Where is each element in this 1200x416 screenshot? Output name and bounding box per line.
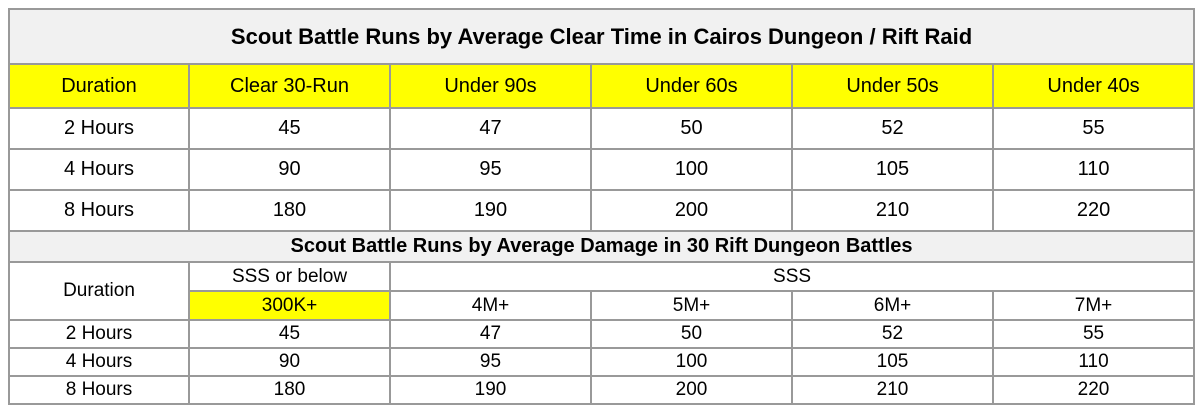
column-header-under-50s: Under 50s: [791, 63, 994, 109]
value-cell: 55: [991, 107, 1196, 150]
duration-cell: 8 Hours: [8, 189, 190, 232]
subcolumn-header-7m: 7M+: [991, 290, 1196, 321]
column-header-under-40s: Under 40s: [991, 63, 1196, 109]
value-cell: 55: [991, 319, 1196, 349]
value-cell: 100: [590, 347, 793, 377]
table-row: 4 Hours 90 95 100 105 110: [8, 347, 1196, 377]
damage-table-title: Scout Battle Runs by Average Damage in 3…: [7, 230, 1196, 263]
duration-cell: 2 Hours: [8, 319, 190, 349]
value-cell: 110: [991, 347, 1196, 377]
value-cell: 180: [188, 375, 391, 405]
table-row: 2 Hours 45 47 50 52 55: [8, 107, 1196, 150]
value-cell: 95: [389, 148, 592, 191]
value-cell: 47: [389, 319, 592, 349]
value-cell: 105: [791, 347, 994, 377]
scout-runs-table: Scout Battle Runs by Average Clear Time …: [7, 8, 1196, 405]
value-cell: 50: [590, 107, 793, 150]
column-header-duration: Duration: [8, 63, 190, 109]
table-row: 8 Hours 180 190 200 210 220: [8, 189, 1196, 232]
value-cell: 190: [389, 189, 592, 232]
column-header-clear-30-run: Clear 30-Run: [188, 63, 391, 109]
duration-cell: 4 Hours: [8, 148, 190, 191]
subcolumn-header-5m: 5M+: [590, 290, 793, 321]
group-header-sss-or-below: SSS or below: [188, 261, 391, 292]
value-cell: 90: [188, 347, 391, 377]
column-header-under-90s: Under 90s: [389, 63, 592, 109]
value-cell: 90: [188, 148, 391, 191]
table-row: 4 Hours 90 95 100 105 110: [8, 148, 1196, 191]
column-header-under-60s: Under 60s: [590, 63, 793, 109]
value-cell: 52: [791, 319, 994, 349]
value-cell: 45: [188, 107, 391, 150]
duration-cell: 2 Hours: [8, 107, 190, 150]
duration-cell: 4 Hours: [8, 347, 190, 377]
duration-cell: 8 Hours: [8, 375, 190, 405]
value-cell: 110: [991, 148, 1196, 191]
value-cell: 45: [188, 319, 391, 349]
group-header-sss: SSS: [388, 261, 1196, 292]
column-header-duration: Duration: [8, 261, 190, 321]
value-cell: 200: [590, 375, 793, 405]
value-cell: 52: [791, 107, 994, 150]
scout-battle-tables: Scout Battle Runs by Average Clear Time …: [7, 8, 1196, 405]
clear-time-table-title: Scout Battle Runs by Average Clear Time …: [7, 8, 1196, 65]
table-row: 8 Hours 180 190 200 210 220: [8, 375, 1196, 405]
value-cell: 100: [590, 148, 793, 191]
subcolumn-header-4m: 4M+: [389, 290, 592, 321]
value-cell: 105: [791, 148, 994, 191]
value-cell: 47: [389, 107, 592, 150]
value-cell: 50: [590, 319, 793, 349]
value-cell: 190: [389, 375, 592, 405]
subcolumn-header-300k: 300K+: [188, 290, 391, 321]
value-cell: 210: [791, 189, 994, 232]
value-cell: 220: [991, 189, 1196, 232]
value-cell: 220: [991, 375, 1196, 405]
subcolumn-header-6m: 6M+: [791, 290, 994, 321]
value-cell: 210: [791, 375, 994, 405]
value-cell: 180: [188, 189, 391, 232]
value-cell: 200: [590, 189, 793, 232]
table-row: 2 Hours 45 47 50 52 55: [8, 319, 1196, 349]
value-cell: 95: [389, 347, 592, 377]
